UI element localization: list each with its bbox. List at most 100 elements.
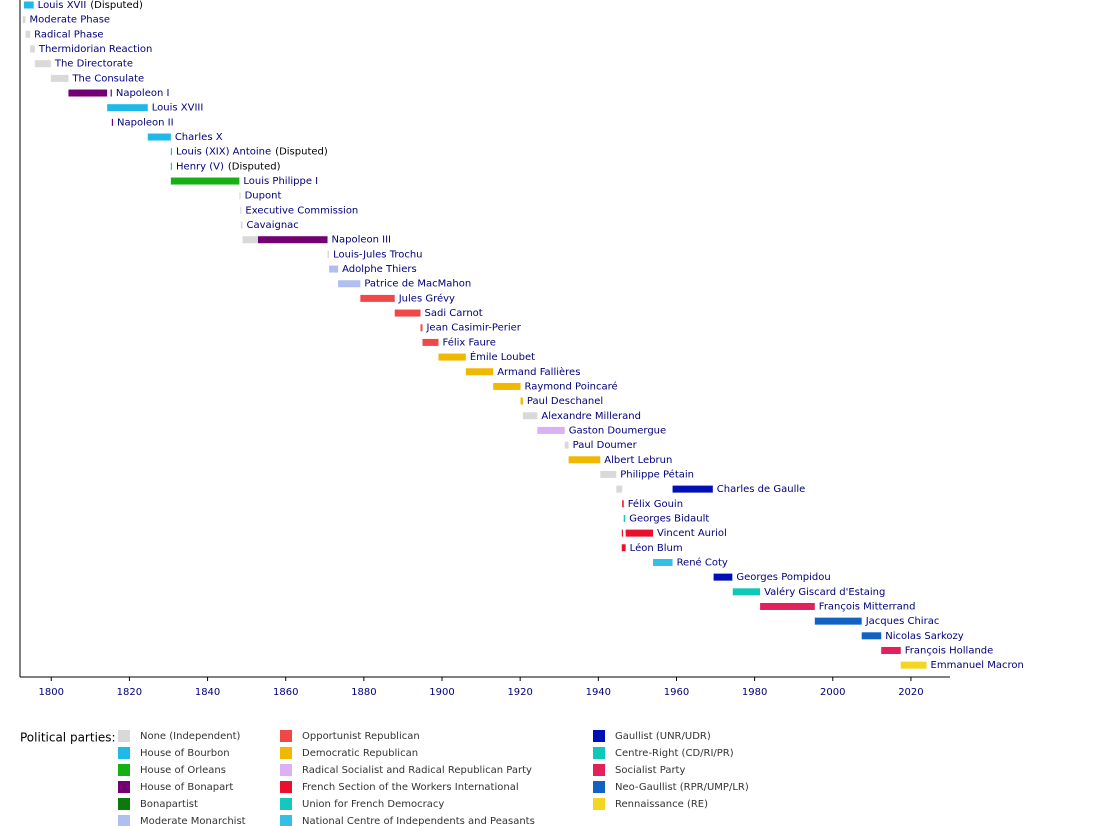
row-label: Executive Commission xyxy=(245,205,358,216)
legend-label: Gaullist (UNR/UDR) xyxy=(615,731,711,742)
row-label: Adolphe Thiers xyxy=(342,264,417,275)
term-bar xyxy=(338,280,361,288)
legend-label: None (Independent) xyxy=(140,731,241,742)
row-label: The Consulate xyxy=(71,73,144,84)
row-label: Jacques Chirac xyxy=(865,616,940,627)
row-label: Philippe Pétain xyxy=(620,468,694,480)
legend-label: Neo-Gaullist (RPR/UMP/LR) xyxy=(615,782,749,793)
term-bar xyxy=(360,294,395,302)
ruler-name: The Directorate xyxy=(54,59,133,70)
legend-swatch xyxy=(593,781,605,793)
term-bar xyxy=(522,412,538,420)
row-label: Nicolas Sarkozy xyxy=(885,631,964,642)
term-bar xyxy=(25,30,31,38)
row-label: Louis Philippe I xyxy=(243,176,318,187)
row-label: Albert Lebrun xyxy=(604,455,672,466)
row-label: Patrice de MacMahon xyxy=(364,279,471,290)
legend-label: House of Orleans xyxy=(140,765,226,776)
row-label: Valéry Giscard d'Estaing xyxy=(764,586,885,598)
ruler-name: Radical Phase xyxy=(34,29,103,40)
term-bar xyxy=(240,206,242,214)
row-label: Louis XVII (Disputed) xyxy=(38,0,143,11)
row-label: Émile Loubet xyxy=(470,350,535,363)
ruler-name: Cavaignac xyxy=(247,220,299,231)
row-label: Paul Deschanel xyxy=(527,396,603,407)
ruler-name: Émile Loubet xyxy=(470,350,535,363)
ruler-name: Louis-Jules Trochu xyxy=(333,249,422,260)
row-label: Henry (V) (Disputed) xyxy=(176,161,281,172)
legend-label: Democratic Republican xyxy=(302,748,418,759)
ruler-name: The Consulate xyxy=(71,73,144,84)
ruler-name: Raymond Poincaré xyxy=(525,380,618,392)
term-bar xyxy=(713,573,733,581)
ruler-name: Executive Commission xyxy=(245,205,358,216)
ruler-name: Alexandre Millerand xyxy=(541,411,641,422)
x-tick-label: 1900 xyxy=(429,687,454,698)
row-label: Jules Grévy xyxy=(398,292,455,304)
term-bar xyxy=(170,177,240,185)
legend-swatch xyxy=(118,798,130,810)
row-label: Jean Casimir-Perier xyxy=(425,323,521,334)
term-bar xyxy=(653,558,673,566)
term-bar xyxy=(111,118,114,126)
x-tick-label: 1880 xyxy=(351,687,376,698)
term-bar xyxy=(30,45,35,53)
term-bar xyxy=(68,89,108,97)
x-tick-label: 1960 xyxy=(664,687,689,698)
term-bar xyxy=(760,602,815,610)
x-tick-label: 1800 xyxy=(39,687,64,698)
ruler-note: (Disputed) xyxy=(90,0,143,11)
ruler-name: René Coty xyxy=(677,556,728,568)
row-label: Georges Bidault xyxy=(629,513,709,524)
term-bar xyxy=(23,1,34,9)
x-tick-label: 1920 xyxy=(507,687,532,698)
legend-swatch xyxy=(118,781,130,793)
row-label: Félix Faure xyxy=(443,336,496,348)
term-bar xyxy=(239,192,241,200)
ruler-name: Henry (V) xyxy=(176,161,224,172)
ruler-name: Charles X xyxy=(175,132,223,143)
term-bar xyxy=(881,646,901,654)
term-bar xyxy=(900,661,927,669)
legend-label: Opportunist Republican xyxy=(302,731,420,742)
ruler-name: Gaston Doumergue xyxy=(569,425,666,436)
ruler-name: Emmanuel Macron xyxy=(931,660,1024,671)
legend-title: Political parties: xyxy=(20,731,116,745)
term-bar xyxy=(672,485,713,493)
term-bar xyxy=(861,632,882,640)
row-label: Moderate Phase xyxy=(29,15,110,26)
term-bar xyxy=(242,236,258,244)
row-label: Charles X xyxy=(175,132,223,143)
ruler-note: (Disputed) xyxy=(228,161,281,172)
legend-label: French Section of the Workers Internatio… xyxy=(302,782,519,793)
term-bar xyxy=(394,309,421,317)
ruler-name: Jean Casimir-Perier xyxy=(425,323,521,334)
row-label: Charles de Gaulle xyxy=(717,484,805,495)
term-bar xyxy=(621,544,626,552)
ruler-name: Albert Lebrun xyxy=(604,455,672,466)
term-bar xyxy=(625,529,654,537)
row-label: Thermidorian Reaction xyxy=(38,44,153,55)
term-bar xyxy=(438,353,466,361)
legend-swatch xyxy=(593,764,605,776)
row-label: Radical Phase xyxy=(34,29,103,40)
ruler-name: Vincent Auriol xyxy=(657,528,727,539)
ruler-name: Félix Gouin xyxy=(628,498,683,510)
legend-label: Socialist Party xyxy=(615,765,685,776)
ruler-name: Valéry Giscard d'Estaing xyxy=(764,586,885,598)
legend-swatch xyxy=(118,815,130,826)
ruler-name: Napoleon I xyxy=(116,88,170,99)
term-bar xyxy=(422,338,439,346)
term-bar xyxy=(110,89,112,97)
ruler-name: Jules Grévy xyxy=(398,292,455,304)
ruler-name: François Hollande xyxy=(905,645,994,656)
ruler-name: Armand Fallières xyxy=(497,366,580,378)
ruler-name: Nicolas Sarkozy xyxy=(885,631,964,642)
row-label: Sadi Carnot xyxy=(425,308,483,319)
ruler-name: Louis XVII xyxy=(38,0,87,11)
row-label: François Hollande xyxy=(905,645,994,656)
row-label: René Coty xyxy=(677,556,728,568)
ruler-name: Dupont xyxy=(245,191,282,202)
legend-label: Union for French Democracy xyxy=(302,799,444,810)
